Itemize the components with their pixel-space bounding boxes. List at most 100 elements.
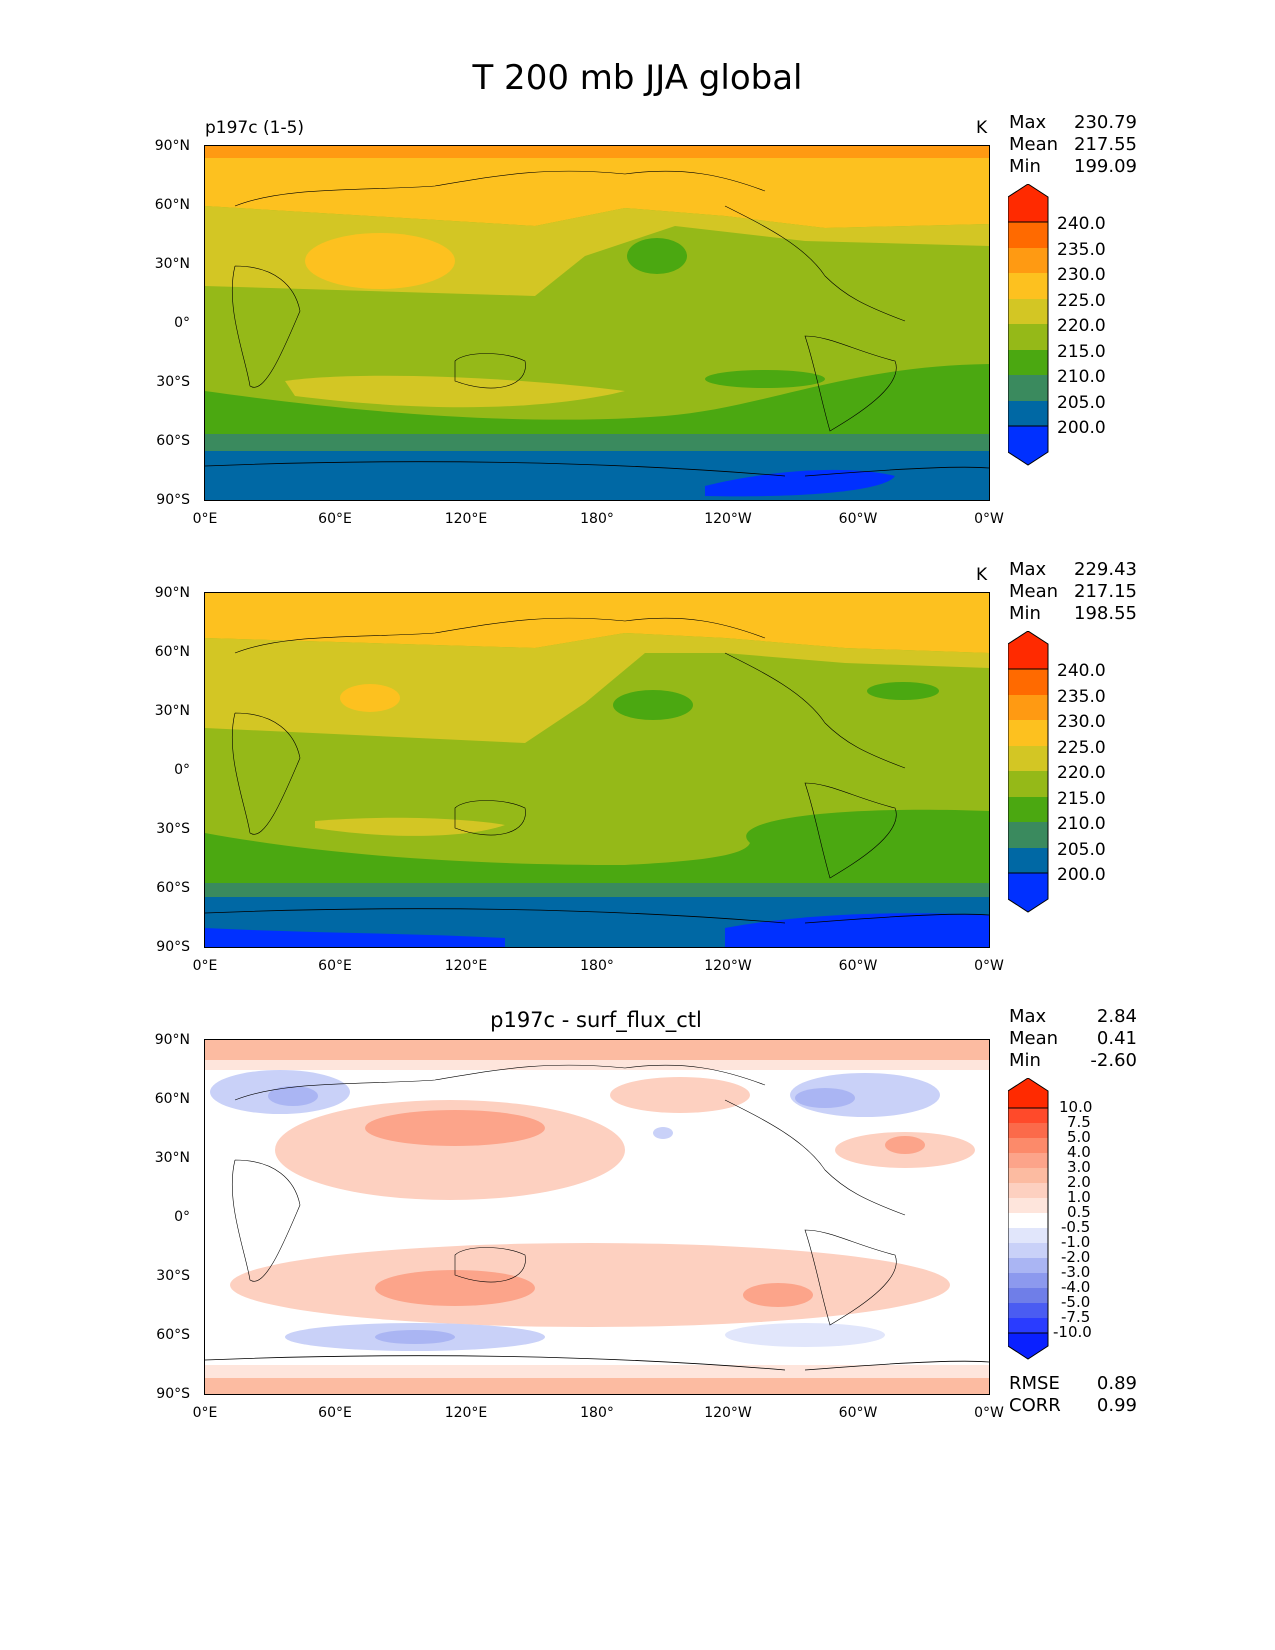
stat-label: Mean bbox=[1009, 1028, 1059, 1049]
lat-tick: 30°S bbox=[156, 821, 190, 837]
stat-value: 2.84 bbox=[1096, 1006, 1137, 1027]
metric-label: RMSE bbox=[1009, 1373, 1060, 1394]
lon-tick: 60°W bbox=[838, 1405, 878, 1421]
panel1-colorbar bbox=[1008, 184, 1049, 466]
stat-value: -2.60 bbox=[1090, 1050, 1137, 1071]
lon-tick: 120°W bbox=[704, 1405, 752, 1421]
panel3-map bbox=[204, 1039, 990, 1395]
lon-tick: 180° bbox=[580, 958, 614, 974]
colorbar-level: 215.0 bbox=[1057, 342, 1106, 362]
colorbar-level: 240.0 bbox=[1057, 661, 1106, 681]
panel2-colorbar bbox=[1008, 631, 1049, 913]
colorbar-level: -3.0 bbox=[1061, 1263, 1091, 1281]
lat-tick: 90°S bbox=[156, 1386, 190, 1402]
figure-title: T 200 mb JJA global bbox=[472, 58, 803, 98]
lat-tick: 30°S bbox=[156, 1268, 190, 1284]
colorbar-level: 10.0 bbox=[1059, 1098, 1093, 1116]
colorbar-level: 235.0 bbox=[1057, 687, 1106, 707]
colorbar-level: 7.5 bbox=[1067, 1113, 1091, 1131]
stat-value: 199.09 bbox=[1074, 156, 1137, 177]
panel1-map-svg bbox=[205, 146, 989, 500]
colorbar-level: 240.0 bbox=[1057, 214, 1106, 234]
colorbar-level: 230.0 bbox=[1057, 712, 1106, 732]
metric-value: 0.89 bbox=[1096, 1373, 1137, 1394]
panel2-map-svg bbox=[205, 593, 989, 947]
lon-tick: 120°E bbox=[444, 1405, 488, 1421]
panel1-map bbox=[204, 145, 990, 501]
colorbar-level: 200.0 bbox=[1057, 418, 1106, 438]
panel1-case-label: p197c (1-5) bbox=[205, 118, 305, 138]
lon-tick: 0°E bbox=[192, 511, 218, 527]
colorbar-level: -4.0 bbox=[1061, 1278, 1091, 1296]
panel3-title: p197c - surf_flux_ctl bbox=[490, 1008, 702, 1032]
stat-value: 0.41 bbox=[1096, 1028, 1137, 1049]
colorbar-level: 2.0 bbox=[1067, 1173, 1091, 1191]
stat-value: 217.55 bbox=[1074, 134, 1137, 155]
colorbar-level: -0.5 bbox=[1061, 1218, 1091, 1236]
colorbar-level: 215.0 bbox=[1057, 789, 1106, 809]
colorbar-level: 220.0 bbox=[1057, 316, 1106, 336]
stat-value: 217.15 bbox=[1074, 581, 1137, 602]
lat-tick: 90°S bbox=[156, 939, 190, 955]
stat-label: Min bbox=[1009, 156, 1041, 177]
colorbar-level: 225.0 bbox=[1057, 291, 1106, 311]
panel3-metrics: RMSE 0.89 CORR 0.99 bbox=[1009, 1373, 1137, 1417]
colorbar-level: 220.0 bbox=[1057, 763, 1106, 783]
colorbar-level: 5.0 bbox=[1067, 1128, 1091, 1146]
stat-label: Mean bbox=[1009, 134, 1059, 155]
lon-tick: 0°W bbox=[974, 1405, 1004, 1421]
colorbar-level: 0.5 bbox=[1067, 1203, 1091, 1221]
panel2-units: K bbox=[976, 565, 988, 585]
lat-tick: 60°S bbox=[156, 433, 190, 449]
lat-tick: 60°N bbox=[154, 197, 190, 213]
colorbar-level: 1.0 bbox=[1067, 1188, 1091, 1206]
colorbar-level: 200.0 bbox=[1057, 865, 1106, 885]
lon-tick: 180° bbox=[580, 1405, 614, 1421]
panel3-map-svg bbox=[205, 1040, 989, 1394]
stat-label: Mean bbox=[1009, 581, 1059, 602]
panel3-colorbar bbox=[1008, 1078, 1049, 1360]
lon-tick: 0°E bbox=[192, 1405, 218, 1421]
panel1-stats: Max 230.79 Mean 217.55 Min 199.09 bbox=[1009, 112, 1137, 178]
lon-tick: 60°E bbox=[318, 958, 352, 974]
lat-tick: 60°S bbox=[156, 880, 190, 896]
colorbar-level: 205.0 bbox=[1057, 840, 1106, 860]
lat-tick: 0° bbox=[174, 762, 190, 778]
lon-tick: 60°W bbox=[838, 958, 878, 974]
metric-value: 0.99 bbox=[1096, 1395, 1137, 1416]
stat-label: Min bbox=[1009, 1050, 1041, 1071]
colorbar-level: 3.0 bbox=[1067, 1158, 1091, 1176]
lat-tick: 60°S bbox=[156, 1327, 190, 1343]
colorbar-level: -5.0 bbox=[1061, 1293, 1091, 1311]
stat-value: 230.79 bbox=[1074, 112, 1137, 133]
lon-tick: 60°E bbox=[318, 1405, 352, 1421]
lon-tick: 60°E bbox=[318, 511, 352, 527]
colorbar-level: 205.0 bbox=[1057, 393, 1106, 413]
colorbar-level: 210.0 bbox=[1057, 814, 1106, 834]
lon-tick: 120°W bbox=[704, 511, 752, 527]
colorbar-level: -7.5 bbox=[1061, 1308, 1091, 1326]
lon-tick: 120°W bbox=[704, 958, 752, 974]
colorbar-level: 225.0 bbox=[1057, 738, 1106, 758]
lat-tick: 60°N bbox=[154, 1091, 190, 1107]
lat-tick: 90°N bbox=[154, 138, 190, 154]
panel3-stats: Max 2.84 Mean 0.41 Min -2.60 bbox=[1009, 1006, 1137, 1072]
panel2-stats: Max 229.43 Mean 217.15 Min 198.55 bbox=[1009, 559, 1137, 625]
stat-label: Max bbox=[1009, 112, 1047, 133]
colorbar-level: -10.0 bbox=[1053, 1323, 1092, 1341]
lat-tick: 30°N bbox=[154, 1150, 190, 1166]
stat-label: Max bbox=[1009, 1006, 1047, 1027]
lat-tick: 90°S bbox=[156, 492, 190, 508]
lon-tick: 180° bbox=[580, 511, 614, 527]
colorbar-level: 230.0 bbox=[1057, 265, 1106, 285]
lon-tick: 0°W bbox=[974, 511, 1004, 527]
colorbar-level: -2.0 bbox=[1061, 1248, 1091, 1266]
colorbar-level: 4.0 bbox=[1067, 1143, 1091, 1161]
colorbar-level: 235.0 bbox=[1057, 240, 1106, 260]
lat-tick: 0° bbox=[174, 315, 190, 331]
lon-tick: 60°W bbox=[838, 511, 878, 527]
lat-tick: 60°N bbox=[154, 644, 190, 660]
stat-value: 229.43 bbox=[1074, 559, 1137, 580]
lat-tick: 0° bbox=[174, 1209, 190, 1225]
lat-tick: 30°S bbox=[156, 374, 190, 390]
